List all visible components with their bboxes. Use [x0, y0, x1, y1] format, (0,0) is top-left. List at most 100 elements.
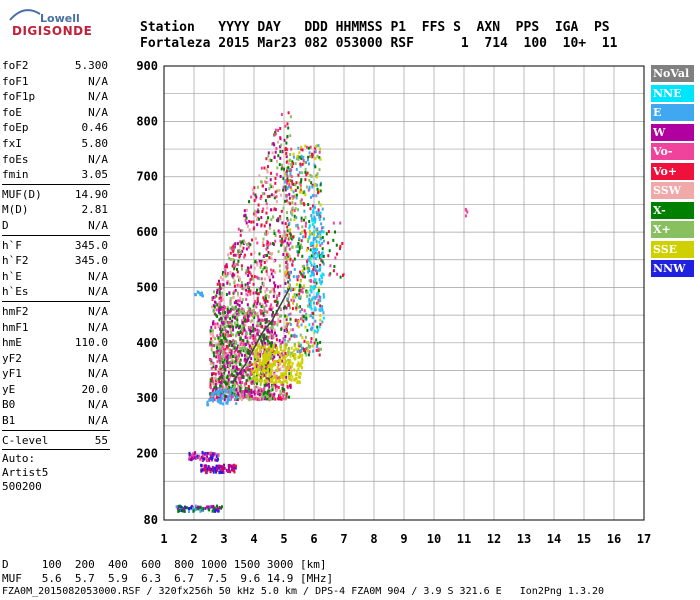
echo-point	[283, 393, 286, 397]
echo-point	[309, 261, 312, 265]
echo-point	[286, 229, 289, 233]
echo-point	[289, 186, 292, 189]
echo-point	[247, 311, 250, 315]
echo-point	[249, 308, 252, 312]
echo-point	[229, 258, 232, 261]
echo-point	[239, 385, 242, 389]
echo-point	[221, 396, 224, 400]
echo-point	[278, 355, 281, 359]
echo-point	[265, 266, 268, 270]
echo-point	[229, 374, 232, 377]
echo-point	[176, 506, 179, 510]
echo-point	[287, 285, 290, 289]
echo-point	[232, 360, 235, 364]
echo-point	[209, 386, 212, 390]
echo-point	[264, 180, 266, 184]
echo-point	[212, 351, 215, 355]
echo-point	[204, 464, 207, 468]
echo-point	[285, 151, 288, 155]
echo-point	[256, 218, 258, 221]
echo-point	[250, 391, 253, 395]
echo-point	[276, 159, 278, 163]
echo-point	[268, 276, 271, 279]
echo-point	[228, 395, 231, 398]
echo-point	[314, 295, 317, 299]
echo-point	[316, 325, 319, 329]
echo-point	[288, 337, 291, 341]
echo-point	[226, 357, 229, 361]
echo-point	[310, 289, 313, 293]
echo-point	[219, 356, 222, 360]
echo-point	[258, 343, 261, 347]
echo-point	[236, 267, 238, 271]
echo-point	[266, 383, 268, 387]
echo-point	[293, 214, 296, 218]
echo-point	[316, 243, 318, 247]
echo-point	[251, 314, 254, 318]
echo-point	[274, 176, 277, 180]
echo-point	[255, 365, 258, 369]
echo-point	[258, 367, 261, 371]
echo-point	[290, 334, 293, 338]
echo-point	[263, 368, 266, 372]
echo-point	[293, 342, 296, 346]
echo-point	[215, 385, 218, 389]
echo-point	[464, 214, 467, 218]
echo-point	[279, 136, 282, 140]
echo-point	[265, 347, 268, 351]
echo-point	[222, 312, 225, 316]
echo-point	[290, 369, 293, 373]
echo-point	[283, 230, 286, 234]
echo-point	[279, 307, 282, 311]
echo-point	[241, 353, 243, 357]
echo-point	[297, 146, 300, 150]
echo-point	[222, 327, 225, 331]
echo-point	[261, 375, 264, 379]
echo-point	[273, 392, 276, 396]
echo-point	[282, 206, 285, 210]
echo-point	[285, 297, 288, 301]
echo-point	[327, 254, 330, 258]
echo-point	[240, 390, 243, 394]
echo-point	[229, 340, 232, 343]
echo-point	[213, 290, 215, 294]
echo-point	[251, 277, 254, 281]
echo-point	[318, 218, 321, 221]
echo-point	[254, 300, 256, 304]
echo-point	[263, 397, 266, 401]
echo-point	[239, 389, 242, 393]
echo-point	[229, 390, 232, 394]
echo-point	[283, 120, 286, 124]
echo-point	[242, 371, 245, 375]
echo-point	[247, 341, 249, 345]
echo-point	[257, 323, 260, 327]
echo-point	[271, 142, 274, 146]
echo-point	[319, 235, 322, 239]
echo-point	[219, 308, 222, 311]
legend-item: Vo-	[651, 143, 694, 160]
echo-point	[299, 164, 302, 168]
echo-point	[311, 153, 314, 157]
echo-point	[192, 456, 194, 460]
echo-point	[301, 366, 303, 370]
echo-point	[293, 348, 295, 352]
echo-point	[311, 326, 314, 330]
echo-point	[272, 215, 275, 219]
echo-point	[287, 360, 290, 364]
echo-point	[299, 343, 302, 347]
echo-point	[237, 368, 239, 371]
echo-point	[210, 457, 213, 461]
echo-point	[288, 273, 291, 277]
echo-point	[216, 346, 218, 350]
echo-point	[317, 190, 320, 194]
echo-point	[238, 255, 241, 259]
echo-point	[245, 394, 248, 397]
echo-point	[321, 254, 324, 258]
echo-point	[243, 328, 246, 332]
param-name: fxI	[2, 136, 22, 150]
echo-point	[298, 283, 301, 287]
echo-point	[227, 466, 230, 470]
echo-point	[255, 261, 258, 265]
echo-point	[284, 396, 287, 400]
echo-point	[201, 294, 204, 298]
